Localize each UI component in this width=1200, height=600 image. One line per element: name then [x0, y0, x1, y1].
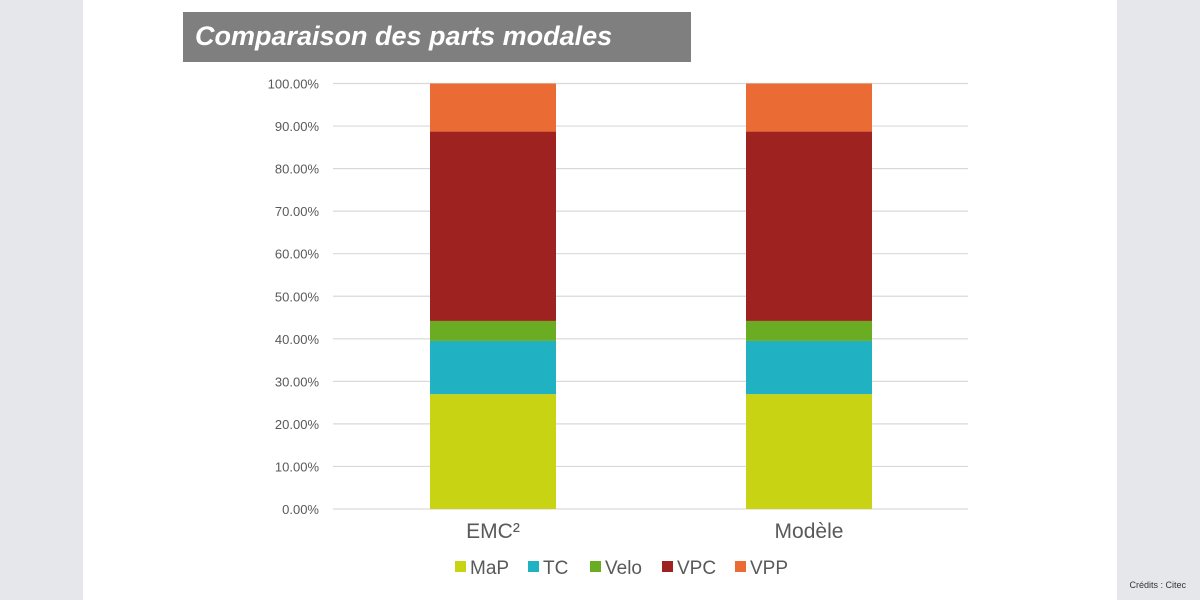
x-tick-label: Modèle — [775, 520, 844, 543]
y-tick-label: 50.00% — [275, 289, 320, 304]
legend-label: VPP — [750, 558, 788, 579]
legend-label: VPC — [677, 558, 716, 579]
bar-segment-vpp — [746, 83, 872, 132]
legend-swatch — [662, 561, 673, 572]
bar-segment-tc — [746, 340, 872, 395]
bar-segment-map — [746, 394, 872, 509]
legend-label: TC — [543, 558, 568, 579]
legend-swatch — [455, 561, 466, 572]
bar-segment-vpc — [430, 131, 556, 321]
bar-segment-vpp — [430, 83, 556, 132]
y-tick-label: 20.00% — [275, 417, 320, 432]
y-tick-label: 90.00% — [275, 119, 320, 134]
bar-segment-velo — [430, 320, 556, 341]
chart-panel — [83, 0, 1117, 600]
y-tick-label: 100.00% — [268, 77, 320, 92]
bar-segment-map — [430, 394, 556, 509]
legend-label: MaP — [470, 558, 509, 579]
bar-segment-vpc — [746, 131, 872, 321]
legend-label: Velo — [605, 558, 642, 579]
bar-segment-tc — [430, 340, 556, 395]
y-tick-label: 40.00% — [275, 332, 320, 347]
y-tick-label: 10.00% — [275, 459, 320, 474]
x-tick-label: EMC² — [466, 520, 520, 543]
legend-swatch — [735, 561, 746, 572]
y-tick-label: 0.00% — [282, 502, 319, 517]
y-tick-label: 60.00% — [275, 247, 320, 262]
y-tick-label: 80.00% — [275, 162, 320, 177]
y-tick-label: 70.00% — [275, 204, 320, 219]
credits: Crédits : Citec — [1129, 580, 1186, 590]
chart-title: Comparaison des parts modales totales — [183, 12, 691, 99]
legend-swatch — [590, 561, 601, 572]
bar-segment-velo — [746, 320, 872, 341]
y-tick-label: 30.00% — [275, 374, 320, 389]
legend-swatch — [528, 561, 539, 572]
